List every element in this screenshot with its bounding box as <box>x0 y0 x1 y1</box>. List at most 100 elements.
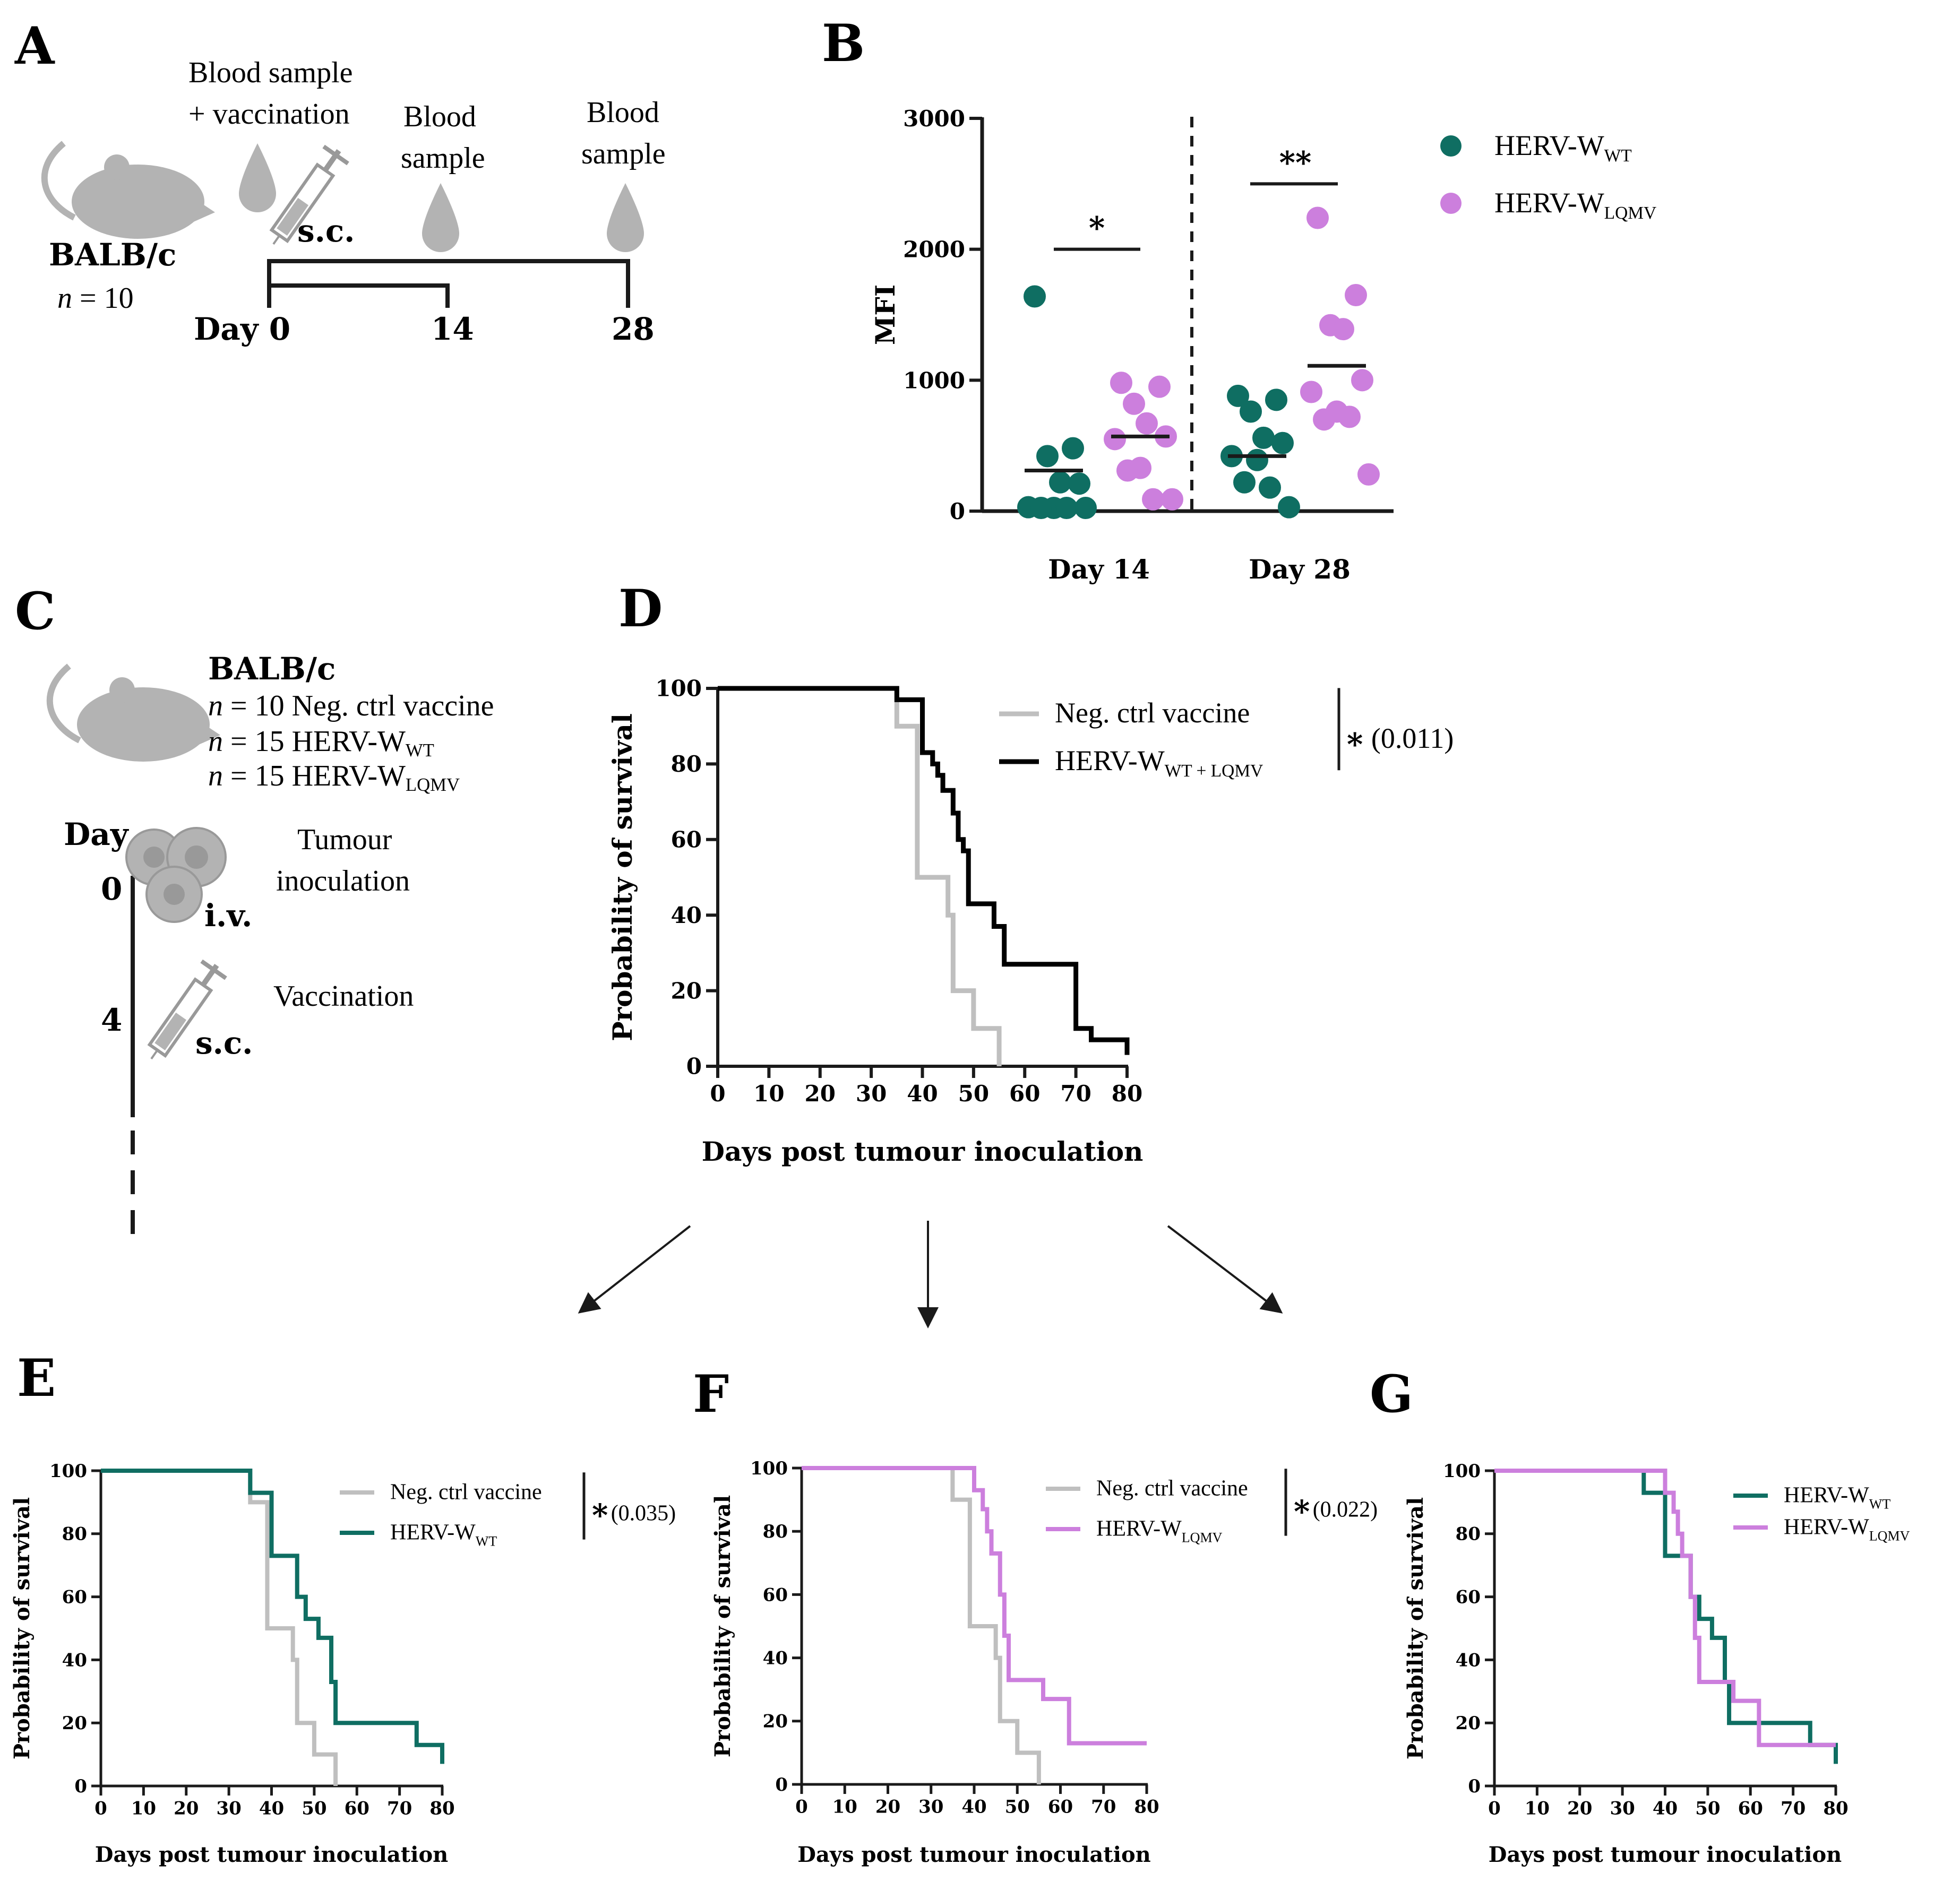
data-point <box>1068 472 1090 495</box>
y-tick-label: 100 <box>49 1461 87 1482</box>
survival-curve-2 <box>802 1466 1147 1746</box>
legend-label: HERV-WLQMV <box>1784 1515 1910 1544</box>
survival-curve-1 <box>802 1466 1041 1784</box>
y-tick-label: 1000 <box>903 367 965 393</box>
panel-f-label: F <box>693 1364 729 1424</box>
panel-c-label: C <box>15 581 55 641</box>
x-tick-label: 40 <box>907 1081 938 1107</box>
y-tick-label: 40 <box>62 1650 87 1671</box>
data-point <box>1278 496 1300 519</box>
syringe-icon <box>147 959 227 1060</box>
data-point <box>1246 448 1268 471</box>
survival-curve-1 <box>718 686 1002 1066</box>
y-axis-label: Probability of survival <box>10 1497 35 1759</box>
p-value: (0.022) <box>1313 1498 1378 1522</box>
significance-star: * <box>1294 1494 1310 1530</box>
x-tick-label: 20 <box>174 1798 199 1819</box>
x-tick-label: 80 <box>1112 1081 1142 1107</box>
significance-star: * <box>1347 726 1363 762</box>
x-axis-label: Days post tumour inoculation <box>797 1842 1150 1867</box>
x-tick-label: 10 <box>832 1797 857 1818</box>
y-axis-label: MFI <box>870 284 901 345</box>
x-tick-label: 60 <box>1738 1798 1763 1819</box>
panel-a-n: n = 10 <box>57 282 134 315</box>
legend-label: HERV-WWT <box>1784 1483 1890 1512</box>
data-point <box>1265 389 1287 411</box>
x-tick-label: 60 <box>1048 1797 1073 1818</box>
panel-c-event1-line1: Tumour <box>297 823 392 856</box>
x-tick-label: 60 <box>1009 1081 1040 1107</box>
data-point <box>1313 408 1335 431</box>
y-tick-label: 60 <box>763 1584 788 1606</box>
mouse-icon <box>41 141 215 239</box>
panel-a-event1-line1: Blood sample <box>188 56 353 89</box>
y-tick-label: 60 <box>671 827 702 853</box>
y-tick-label: 0 <box>74 1776 87 1797</box>
x-tick-label: 50 <box>1695 1798 1720 1819</box>
panel-c-event2: Vaccination <box>273 980 414 1013</box>
data-point <box>1300 381 1322 403</box>
x-tick-label: 40 <box>1653 1798 1678 1819</box>
panel-a-label: A <box>14 16 55 76</box>
data-point <box>1036 445 1059 468</box>
data-point <box>1136 412 1158 435</box>
panel-c-day4: 4 <box>101 1002 122 1038</box>
y-tick-label: 60 <box>1456 1587 1481 1608</box>
x-axis-label: Days post tumour inoculation <box>1489 1842 1842 1867</box>
x-axis-label: Days post tumour inoculation <box>702 1136 1144 1167</box>
x-tick-label: 70 <box>1060 1081 1091 1107</box>
y-tick-label: 100 <box>655 676 702 702</box>
legend-label: HERV-WLQMV <box>1096 1517 1223 1546</box>
data-point <box>1123 392 1145 415</box>
y-tick-label: 100 <box>750 1458 788 1479</box>
x-tick-label: 30 <box>918 1797 943 1818</box>
data-point <box>1148 375 1171 398</box>
significance-star: * <box>1089 210 1105 246</box>
y-tick-label: 20 <box>62 1713 87 1734</box>
y-tick-label: 80 <box>671 751 702 777</box>
legend-label: Neg. ctrl vaccine <box>390 1480 542 1505</box>
panel-b-label: B <box>822 13 865 73</box>
y-tick-label: 40 <box>763 1648 788 1669</box>
panel-c-event1-line2: inoculation <box>276 865 410 897</box>
data-point <box>1227 384 1249 407</box>
panel-a-event2-line2: sample <box>401 142 485 175</box>
data-point <box>1306 206 1329 229</box>
y-tick-label: 0 <box>686 1054 702 1080</box>
x-tick-label: 30 <box>216 1798 241 1819</box>
x-tick-label: 70 <box>387 1798 412 1819</box>
panel-a-event3-line1: Blood <box>587 96 659 129</box>
x-tick-label: 20 <box>805 1081 836 1107</box>
y-tick-label: 80 <box>62 1524 87 1545</box>
p-value: (0.035) <box>611 1501 676 1526</box>
x-tick-label: 80 <box>1823 1798 1848 1819</box>
survival-curve-2 <box>718 686 1130 1055</box>
data-point <box>1049 471 1071 494</box>
x-tick-label: 60 <box>345 1798 369 1819</box>
x-tick-label: 80 <box>1134 1797 1159 1818</box>
data-point <box>1259 476 1281 499</box>
x-tick-label: 40 <box>961 1797 986 1818</box>
legend-label: HERV-WWT <box>1494 130 1632 166</box>
x-tick-label: 30 <box>1610 1798 1635 1819</box>
x-category-label: Day 14 <box>1048 554 1150 585</box>
panel-c-day-header: Day <box>64 816 130 852</box>
panel-e-chart: 0 20 40 60 80 100 0 10 20 30 40 50 60 70 80 Days post t… <box>10 1461 676 1867</box>
legend-label: HERV-WLQMV <box>1494 187 1656 223</box>
x-tick-label: 50 <box>302 1798 326 1819</box>
legend-label: Neg. ctrl vaccine <box>1096 1477 1248 1501</box>
blood-drop-icon <box>607 183 644 252</box>
data-point <box>1351 369 1373 392</box>
panel-g-label: G <box>1370 1364 1413 1424</box>
legend-marker <box>1440 135 1462 157</box>
panel-e-label: E <box>17 1348 56 1408</box>
data-point <box>1338 405 1361 428</box>
x-tick-label: 20 <box>1567 1798 1592 1819</box>
y-tick-label: 60 <box>62 1587 87 1608</box>
y-tick-label: 20 <box>763 1711 788 1732</box>
data-point <box>1104 428 1126 451</box>
x-tick-label: 10 <box>1525 1798 1550 1819</box>
y-tick-label: 3000 <box>903 106 965 132</box>
